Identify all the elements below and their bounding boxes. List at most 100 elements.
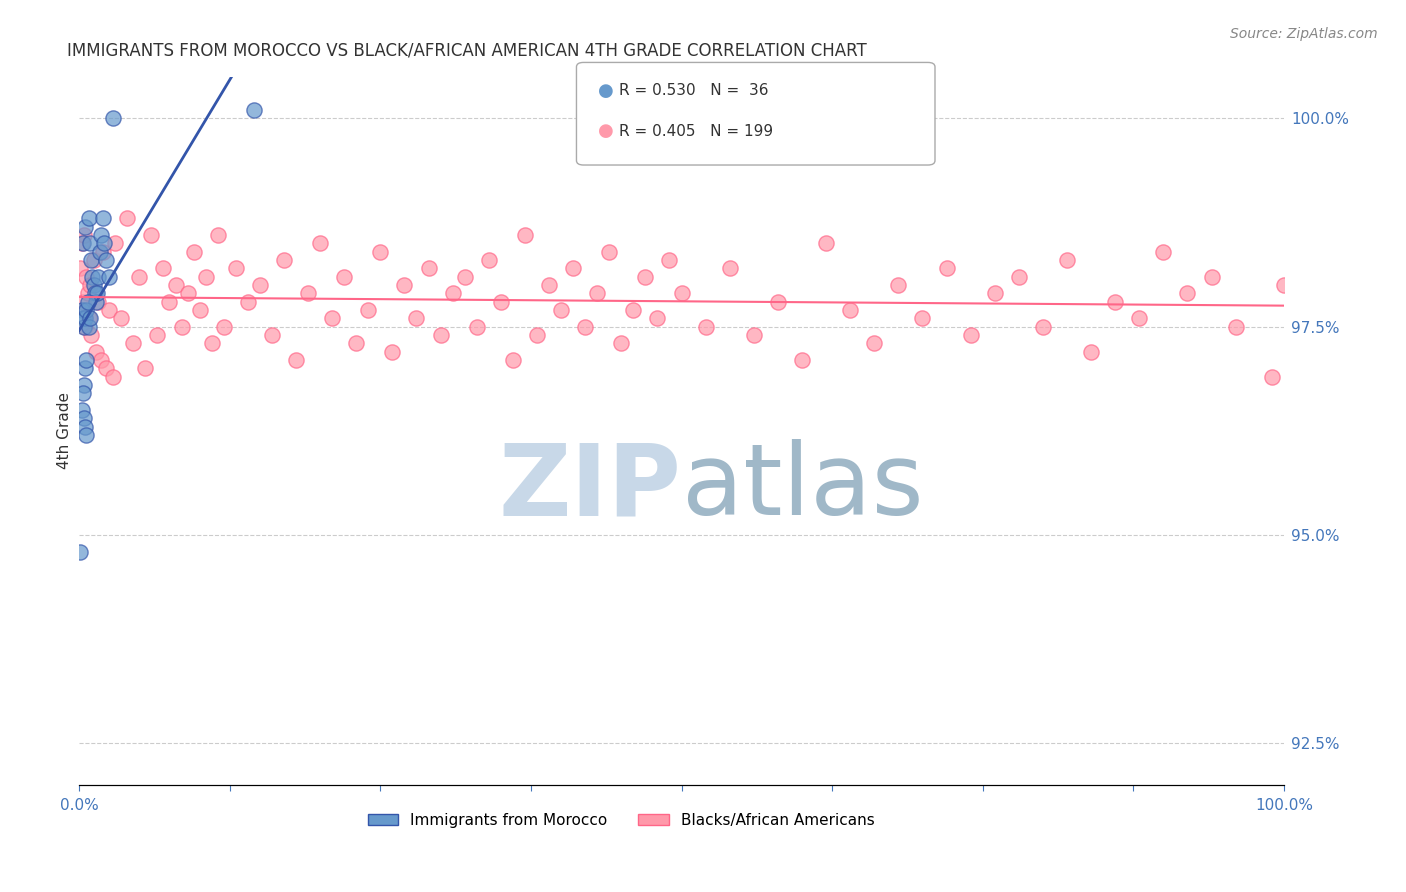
- Point: [75, 319, 97, 334]
- Point: [718, 261, 741, 276]
- Point: [839, 303, 862, 318]
- Point: [959, 328, 981, 343]
- Point: [94, 252, 117, 267]
- Point: [695, 319, 717, 334]
- Point: [911, 311, 934, 326]
- Point: [73, 378, 96, 392]
- Point: [309, 236, 332, 251]
- Point: [75, 269, 97, 284]
- Point: [201, 336, 224, 351]
- Point: [344, 336, 367, 351]
- Point: [117, 211, 139, 226]
- Point: [77, 319, 100, 334]
- Point: [83, 252, 105, 267]
- Point: [1152, 244, 1174, 259]
- Text: ZIP: ZIP: [499, 439, 682, 536]
- Point: [70, 236, 93, 251]
- Point: [75, 428, 97, 442]
- Point: [212, 319, 235, 334]
- Point: [70, 303, 93, 318]
- Point: [73, 319, 96, 334]
- Point: [72, 311, 94, 326]
- Point: [84, 294, 107, 309]
- Point: [598, 244, 620, 259]
- Point: [82, 269, 104, 284]
- Point: [75, 303, 97, 318]
- Point: [75, 219, 97, 234]
- Point: [610, 336, 633, 351]
- Text: atlas: atlas: [682, 439, 924, 536]
- Point: [249, 277, 271, 292]
- Point: [537, 277, 560, 292]
- Point: [76, 294, 98, 309]
- Point: [72, 294, 94, 309]
- Point: [394, 277, 416, 292]
- Point: [77, 311, 100, 326]
- Point: [550, 303, 572, 318]
- Point: [887, 277, 910, 292]
- Point: [122, 336, 145, 351]
- Point: [243, 103, 266, 117]
- Point: [621, 303, 644, 318]
- Point: [84, 344, 107, 359]
- Point: [69, 261, 91, 276]
- Point: [159, 294, 181, 309]
- Point: [183, 244, 205, 259]
- Point: [207, 227, 229, 242]
- Point: [73, 227, 96, 242]
- Point: [225, 261, 247, 276]
- Point: [134, 361, 156, 376]
- Point: [79, 277, 101, 292]
- Point: [176, 286, 198, 301]
- Point: [83, 277, 105, 292]
- Text: ●: ●: [598, 122, 613, 140]
- Point: [297, 286, 319, 301]
- Point: [634, 269, 657, 284]
- Point: [98, 303, 121, 318]
- Point: [128, 269, 150, 284]
- Legend: Immigrants from Morocco, Blacks/African Americans: Immigrants from Morocco, Blacks/African …: [361, 807, 882, 834]
- Point: [766, 294, 789, 309]
- Point: [89, 244, 111, 259]
- Point: [1177, 286, 1199, 301]
- Point: [86, 286, 108, 301]
- Point: [586, 286, 609, 301]
- Point: [79, 311, 101, 326]
- Point: [75, 361, 97, 376]
- Point: [87, 294, 110, 309]
- Point: [69, 545, 91, 559]
- Point: [87, 269, 110, 284]
- Text: R = 0.405   N = 199: R = 0.405 N = 199: [619, 124, 773, 138]
- Point: [333, 269, 356, 284]
- Point: [357, 303, 380, 318]
- Point: [90, 227, 112, 242]
- Point: [273, 252, 295, 267]
- Point: [1201, 269, 1223, 284]
- Point: [72, 386, 94, 401]
- Point: [381, 344, 404, 359]
- Point: [658, 252, 681, 267]
- Point: [441, 286, 464, 301]
- Point: [110, 311, 132, 326]
- Point: [73, 411, 96, 425]
- Point: [489, 294, 512, 309]
- Point: [1032, 319, 1054, 334]
- Point: [429, 328, 451, 343]
- Point: [1272, 277, 1295, 292]
- Text: R = 0.530   N =  36: R = 0.530 N = 36: [619, 84, 768, 98]
- Point: [104, 236, 127, 251]
- Point: [101, 369, 124, 384]
- Point: [647, 311, 669, 326]
- Point: [146, 328, 169, 343]
- Point: [790, 353, 813, 368]
- Point: [983, 286, 1005, 301]
- Point: [70, 403, 93, 417]
- Point: [285, 353, 308, 368]
- Point: [90, 353, 112, 368]
- Point: [526, 328, 548, 343]
- Point: [418, 261, 440, 276]
- Point: [79, 236, 101, 251]
- Point: [574, 319, 596, 334]
- Point: [1104, 294, 1126, 309]
- Point: [170, 319, 193, 334]
